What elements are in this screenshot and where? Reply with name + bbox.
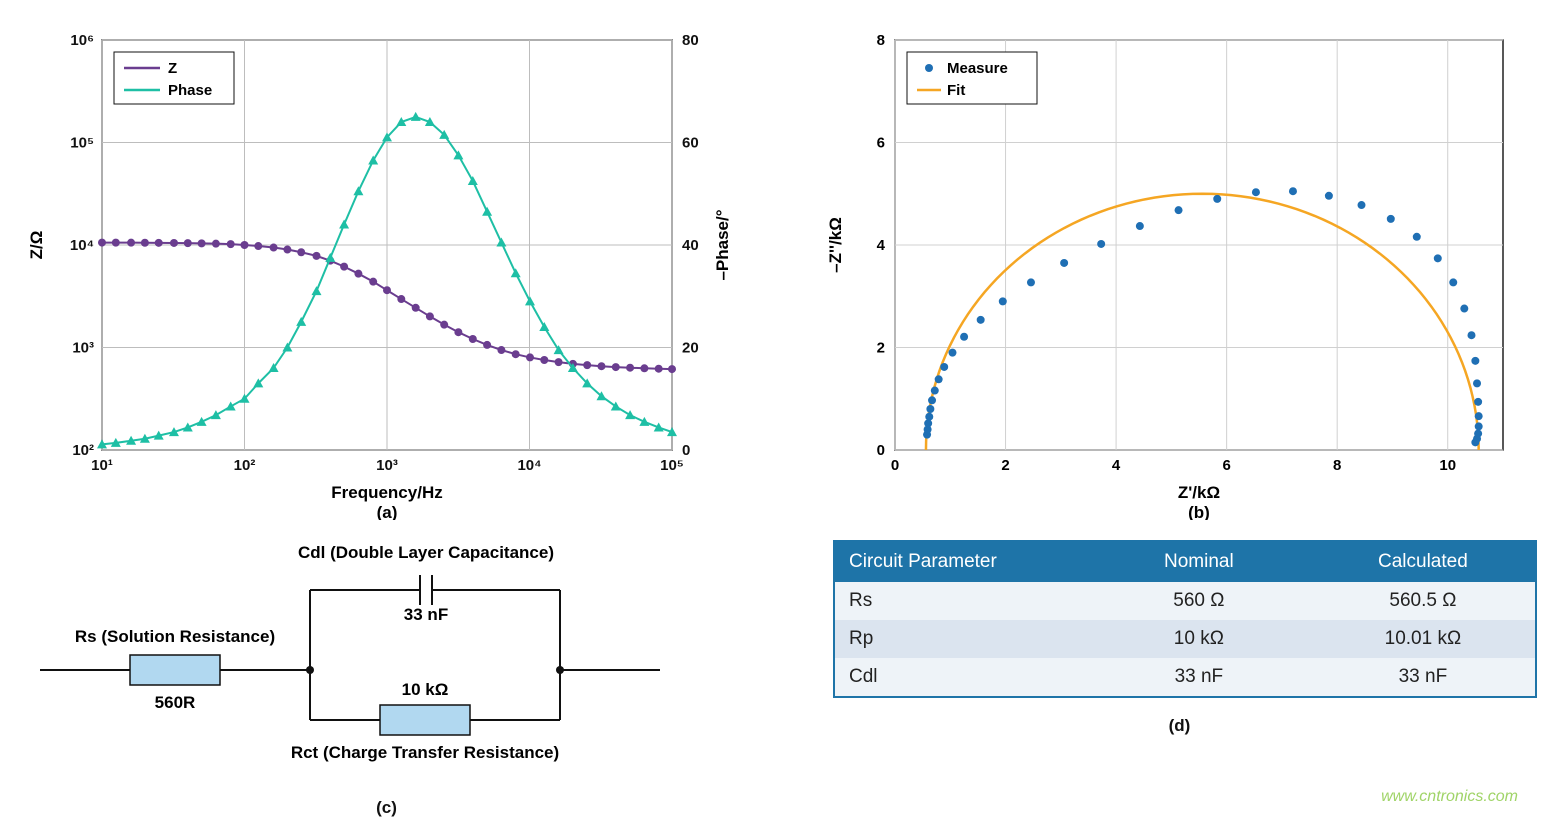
svg-text:33 nF: 33 nF [404, 605, 448, 624]
svg-text:10: 10 [1439, 457, 1456, 474]
svg-text:10³: 10³ [72, 340, 94, 357]
svg-text:Z'/kΩ: Z'/kΩ [1178, 483, 1220, 502]
table-cell: Rs [834, 582, 1087, 620]
table-cell: 33 nF [1311, 658, 1536, 697]
svg-text:Measure: Measure [947, 60, 1008, 77]
svg-text:0: 0 [682, 442, 690, 459]
svg-text:60: 60 [682, 135, 699, 152]
svg-text:6: 6 [1222, 457, 1230, 474]
svg-text:20: 20 [682, 340, 699, 357]
circuit-panel: Rs (Solution Resistance) 560R Cdl (Double … [20, 520, 753, 810]
table-panel: Circuit ParameterNominalCalculated Rs560 … [813, 520, 1546, 810]
svg-text:560R: 560R [155, 693, 196, 712]
bode-panel: 10¹10²10³10⁴10⁵10²10³10⁴10⁵10⁶020406080F… [20, 20, 753, 520]
table-cell: 560 Ω [1087, 582, 1312, 620]
svg-text:Cdl (Double Layer Capacitance): Cdl (Double Layer Capacitance) [298, 543, 554, 562]
watermark: www.cntronics.com [1381, 788, 1518, 806]
svg-text:Z/Ω: Z/Ω [27, 231, 46, 260]
circuit-caption: (c) [20, 798, 753, 818]
svg-text:10 kΩ: 10 kΩ [402, 680, 449, 699]
svg-text:–Phase/°: –Phase/° [713, 209, 732, 280]
svg-text:4: 4 [877, 237, 886, 254]
table-caption: (d) [813, 716, 1546, 736]
svg-text:Rs (Solution Resistance): Rs (Solution Resistance) [75, 627, 275, 646]
svg-text:Phase: Phase [168, 82, 212, 99]
svg-text:Z: Z [168, 60, 177, 77]
svg-text:–Z''/kΩ: –Z''/kΩ [826, 217, 845, 273]
svg-text:40: 40 [682, 237, 699, 254]
svg-text:2: 2 [877, 340, 885, 357]
svg-text:(b): (b) [1188, 503, 1210, 520]
svg-text:8: 8 [1333, 457, 1341, 474]
table-cell: 10 kΩ [1087, 620, 1312, 658]
svg-text:80: 80 [682, 32, 699, 49]
svg-text:4: 4 [1112, 457, 1121, 474]
svg-text:10⁶: 10⁶ [70, 32, 94, 49]
table-cell: Cdl [834, 658, 1087, 697]
nyquist-chart: 0 2 4 6 8 10 0 2 4 6 8 Z'/kΩ(b) –Z''/kΩ Measure Fit [813, 20, 1533, 520]
svg-text:8: 8 [877, 32, 885, 49]
table-cell: 10.01 kΩ [1311, 620, 1536, 658]
svg-text:Frequency/Hz: Frequency/Hz [331, 483, 442, 502]
parameter-table: Circuit ParameterNominalCalculated Rs560 … [833, 540, 1537, 698]
svg-text:10⁵: 10⁵ [660, 457, 684, 474]
svg-text:(a): (a) [377, 503, 398, 520]
circuit-schematic: Rs (Solution Resistance) 560R Cdl (Double … [20, 520, 700, 780]
table-cell: 560.5 Ω [1311, 582, 1536, 620]
svg-text:10⁴: 10⁴ [70, 237, 94, 254]
svg-text:10¹: 10¹ [91, 457, 113, 474]
table-header: Circuit Parameter [834, 541, 1087, 582]
table-header: Nominal [1087, 541, 1312, 582]
svg-text:Fit: Fit [947, 82, 965, 99]
svg-text:10²: 10² [72, 442, 94, 459]
svg-text:0: 0 [891, 457, 899, 474]
bode-chart: 10¹10²10³10⁴10⁵10²10³10⁴10⁵10⁶020406080F… [20, 20, 740, 520]
table-header: Calculated [1311, 541, 1536, 582]
svg-text:0: 0 [877, 442, 885, 459]
svg-text:2: 2 [1001, 457, 1009, 474]
svg-text:10⁴: 10⁴ [517, 457, 541, 474]
table-cell: 33 nF [1087, 658, 1312, 697]
svg-text:10³: 10³ [376, 457, 398, 474]
svg-text:10²: 10² [234, 457, 256, 474]
svg-text:6: 6 [877, 135, 885, 152]
table-cell: Rp [834, 620, 1087, 658]
svg-text:10⁵: 10⁵ [70, 135, 94, 152]
nyquist-panel: 0 2 4 6 8 10 0 2 4 6 8 Z'/kΩ(b) –Z''/kΩ Measure Fit [813, 20, 1546, 520]
svg-text:Rct (Charge Transfer Resistanc: Rct (Charge Transfer Resistance) [291, 743, 559, 762]
